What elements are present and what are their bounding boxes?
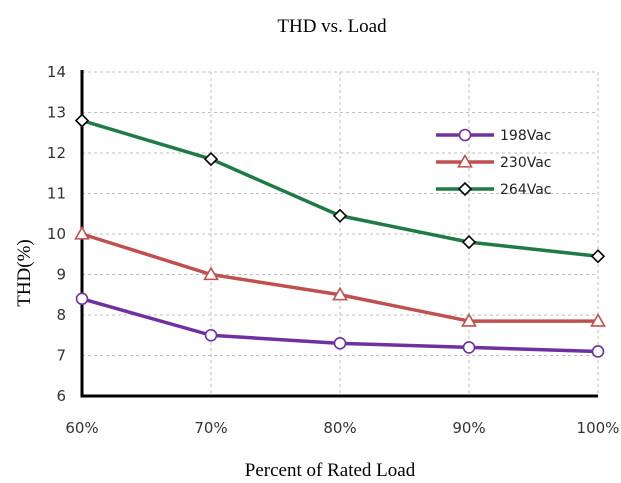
x-tick-label: 70% [194,419,227,437]
legend-label: 230Vac [500,155,552,171]
grid [82,71,599,396]
legend-marker [457,153,473,168]
data-point [591,345,605,358]
legend-label: 198Vac [500,128,552,144]
x-tick-label: 60% [65,419,98,437]
data-point [590,312,606,327]
x-tick-label: 80% [323,419,356,437]
series-198Vac [75,292,605,358]
y-tick-label: 9 [56,266,66,284]
y-tick-label: 14 [47,63,66,81]
x-tick-labels: 60% 70% 80% 90% 100% [65,419,619,437]
x-tick-label: 90% [452,419,485,437]
data-point [203,151,219,167]
y-tick-label: 8 [56,306,66,324]
legend-item: 264Vac [436,181,552,198]
legend: 198Vac 230Vac 264Vac [436,128,552,198]
y-tick-labels: 6 7 8 9 10 11 12 13 14 [47,63,66,405]
data-point [333,337,347,350]
data-point [74,113,90,128]
y-axis-title: THD(%) [14,239,35,307]
legend-marker [458,128,472,142]
series [74,113,606,358]
data-point [203,266,219,281]
data-point [332,208,348,223]
data-point [204,328,218,342]
x-tick-label: 100% [577,419,620,437]
data-point [462,341,476,354]
y-tick-label: 12 [47,144,66,162]
legend-marker [457,181,473,197]
series-230Vac [74,225,606,327]
legend-label: 264Vac [500,182,552,198]
data-point [461,312,477,327]
x-axis-title: Percent of Rated Load [245,460,416,481]
data-point [74,225,90,240]
y-tick-label: 10 [47,225,66,243]
legend-item: 198Vac [436,128,552,144]
series-264Vac [74,113,606,264]
y-tick-label: 7 [56,347,66,365]
y-tick-label: 11 [47,185,66,203]
y-tick-label: 6 [56,387,66,405]
chart-title: THD vs. Load [277,16,387,37]
legend-item: 230Vac [436,153,552,171]
data-point [75,292,89,306]
data-point [461,234,477,250]
data-point [590,249,606,264]
y-tick-label: 13 [47,104,66,122]
data-point [332,286,348,301]
